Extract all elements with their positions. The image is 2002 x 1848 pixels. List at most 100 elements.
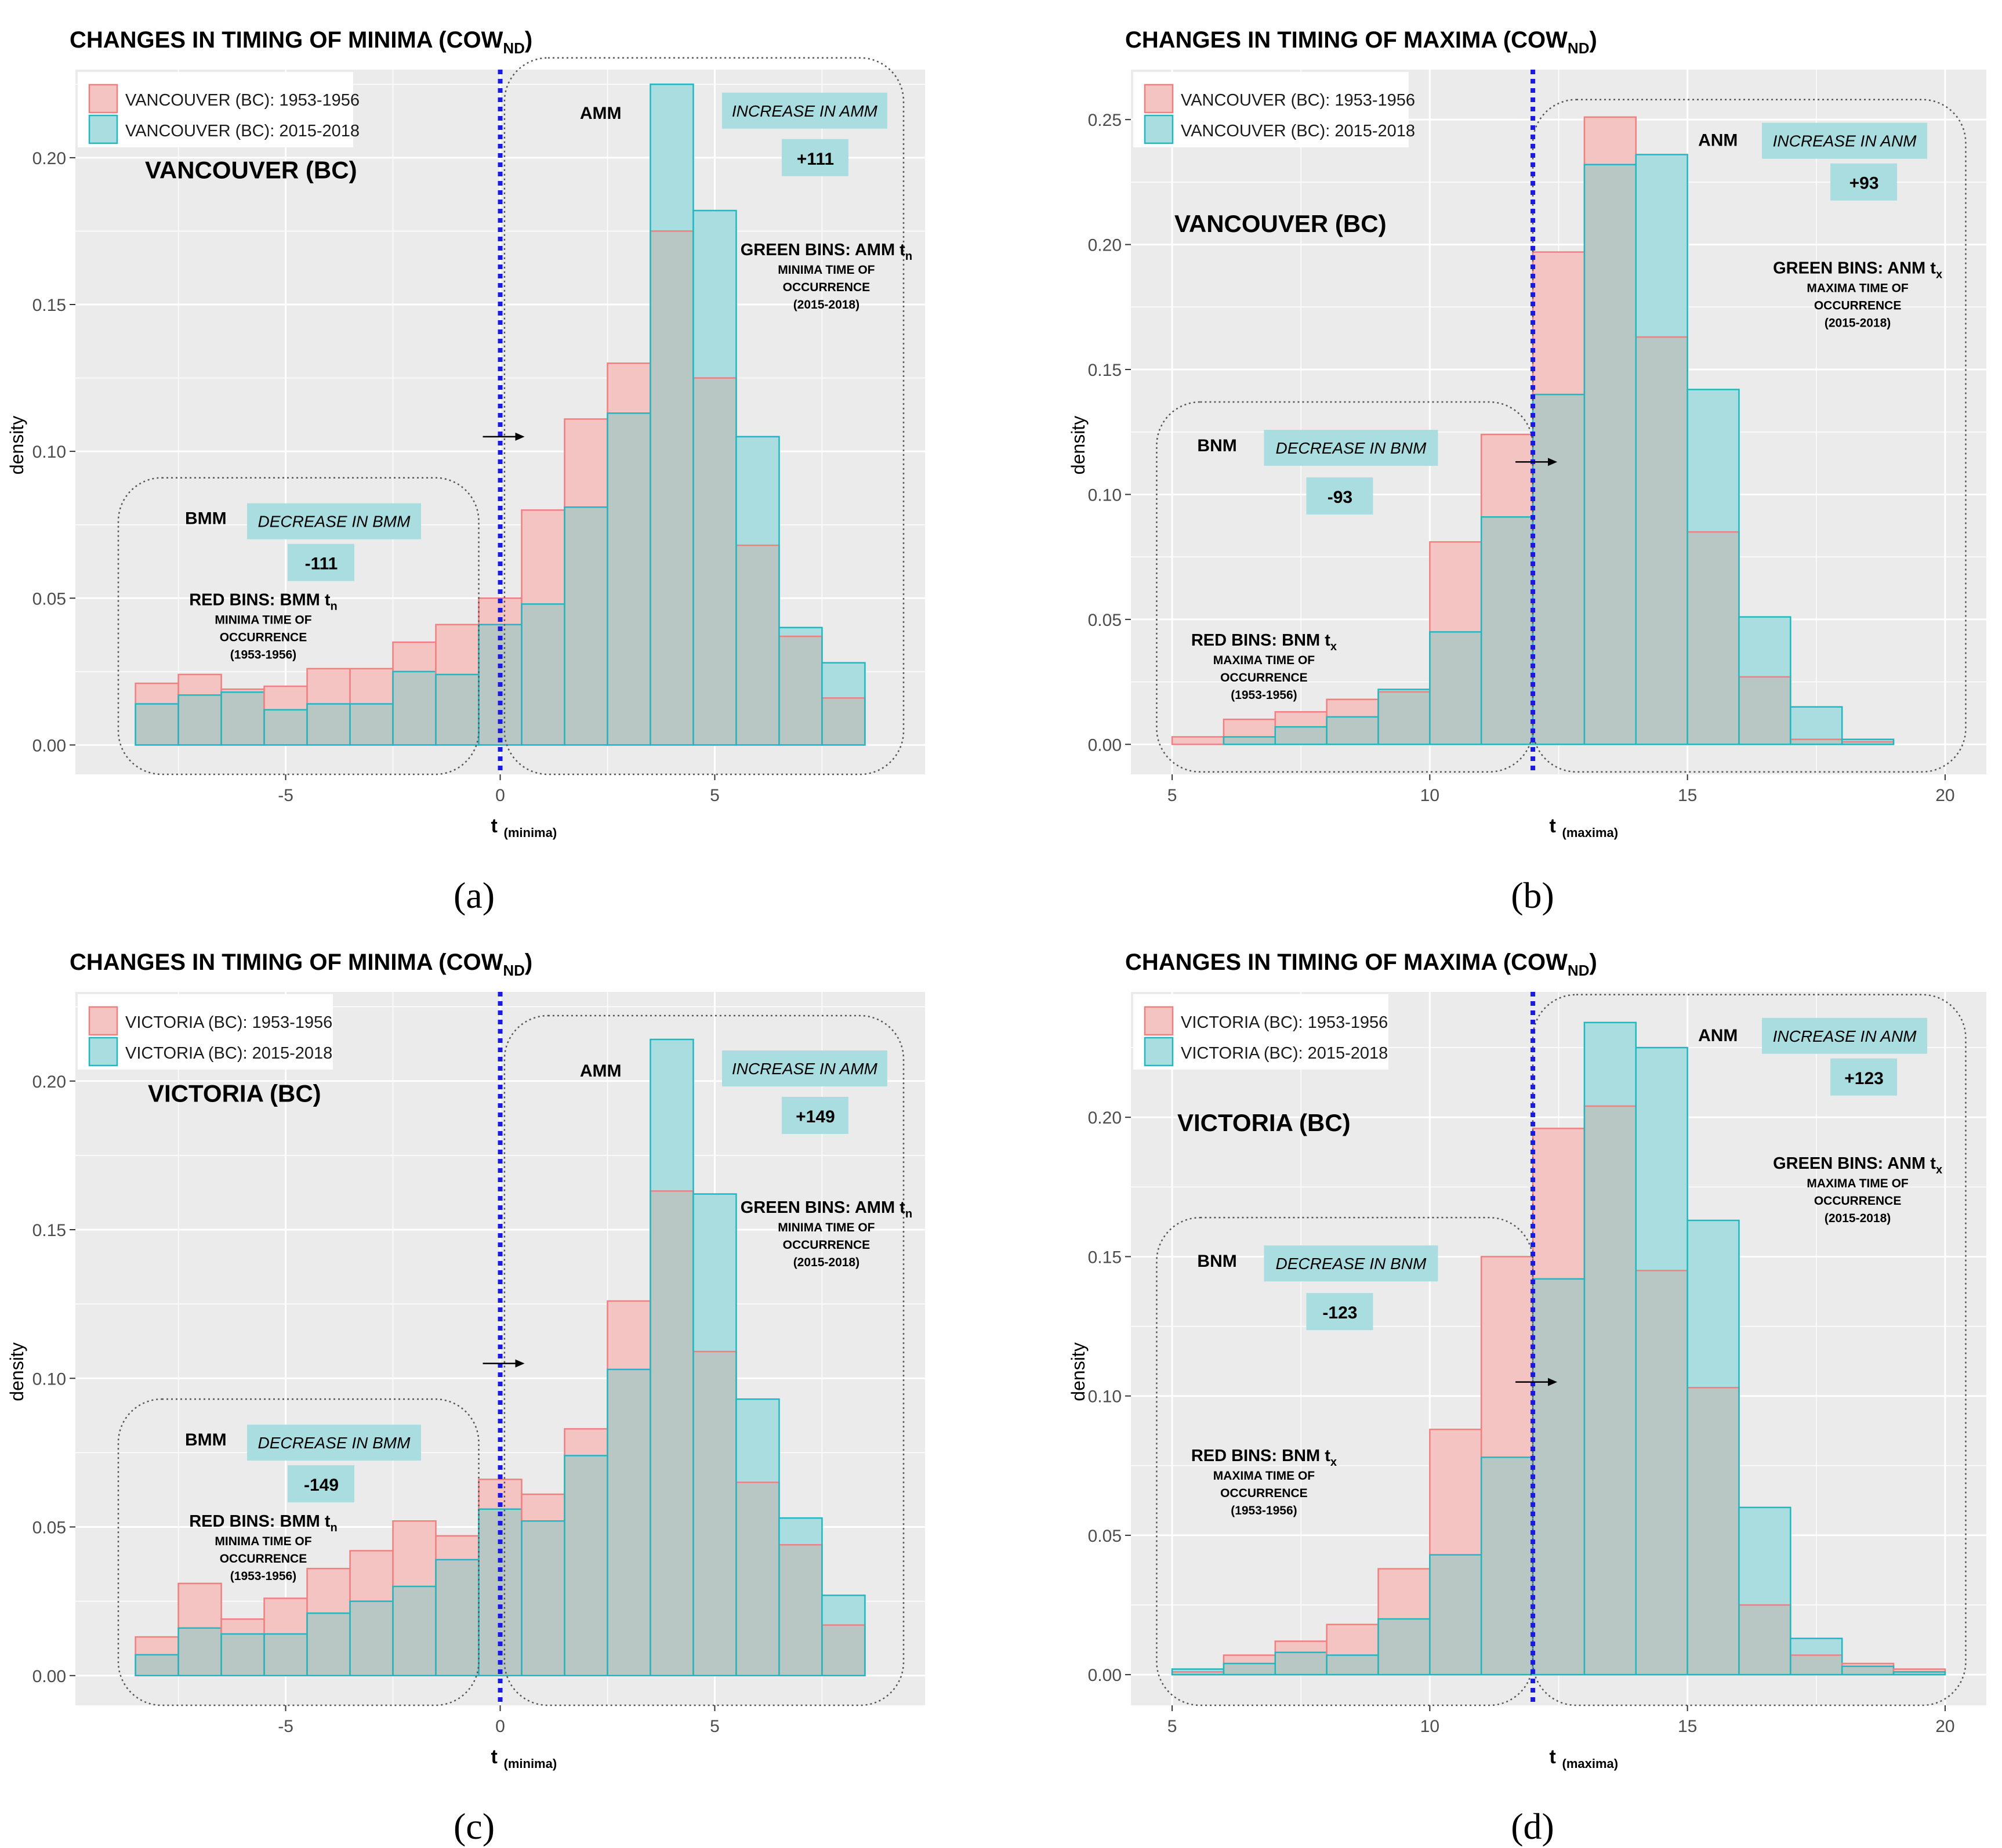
y-tick-label: 0.15 [1088, 361, 1122, 380]
right-dotted-box [1532, 994, 1967, 1706]
y-tick-label: 0.00 [1088, 1666, 1122, 1685]
bins-caption-subscript: n [331, 1521, 338, 1534]
panel-a: CHANGES IN TIMING OF MINIMA (COWND)0.000… [6, 27, 925, 916]
y-tick-label: 0.15 [1088, 1248, 1122, 1267]
change-label: DECREASE IN BMM [258, 513, 411, 531]
panel-label: (d) [1511, 1806, 1554, 1847]
bar-overlap [521, 1521, 565, 1676]
bar-overlap [521, 604, 565, 745]
y-tick-label: 0.20 [1088, 236, 1122, 255]
x-tick-label: 5 [710, 1717, 720, 1736]
bar-cyan-excess [693, 1194, 737, 1352]
bins-caption: RED BINS: BNM tx [1191, 631, 1337, 653]
bar-cyan-excess [1687, 389, 1739, 532]
bar-overlap [607, 1369, 651, 1676]
bar-cyan-excess [693, 211, 737, 378]
bar-overlap [1584, 164, 1636, 745]
change-label: DECREASE IN BMM [258, 1434, 411, 1452]
legend-label: VANCOUVER (BC): 1953-1956 [125, 91, 360, 110]
change-label: INCREASE IN AMM [732, 102, 878, 120]
bar-overlap [736, 1482, 779, 1676]
x-axis-label-subscript: (minima) [504, 1756, 557, 1771]
shift-arrow-head [515, 1359, 525, 1368]
change-label: DECREASE IN BNM [1276, 1255, 1427, 1273]
bar-red-excess [436, 1535, 479, 1560]
bar-overlap [1533, 394, 1584, 745]
bins-caption-main: GREEN BINS: ANM t [1773, 1154, 1936, 1173]
bar-overlap [221, 692, 264, 745]
left-dotted-box [1156, 1216, 1534, 1706]
change-value: +93 [1849, 174, 1879, 193]
bins-description: OCCURRENCE [783, 1238, 871, 1252]
bar-red-excess [350, 668, 393, 704]
y-tick-label: 0.05 [1088, 611, 1122, 630]
change-value: +111 [797, 150, 834, 169]
change-value: -93 [1328, 488, 1352, 507]
legend: VICTORIA (BC): 1953-1956 VICTORIA (BC): 2… [78, 994, 333, 1070]
legend-key-red [88, 84, 118, 114]
station-label: VICTORIA (BC) [148, 1080, 321, 1107]
station-label: VICTORIA (BC) [1177, 1109, 1351, 1136]
bins-caption-main: RED BINS: BNM t [1191, 631, 1330, 650]
bar-overlap [178, 1628, 222, 1676]
change-label: DECREASE IN BNM [1276, 439, 1427, 457]
bar-red-excess [135, 683, 179, 704]
station-label: VANCOUVER (BC) [145, 156, 357, 183]
bar-red-excess [1533, 1128, 1584, 1279]
right-box-annotation: AMM INCREASE IN AMM +149 GREEN BINS: AMM tn… [580, 1050, 912, 1269]
legend-key-cyan [1144, 114, 1174, 144]
bins-caption-main: RED BINS: BNM t [1191, 1447, 1330, 1465]
change-value: -111 [305, 555, 338, 574]
bins-description: MAXIMA TIME OF [1213, 1469, 1315, 1483]
bar-red-excess [1430, 542, 1482, 632]
bar-overlap [1533, 1278, 1584, 1675]
y-tick-label: 0.05 [32, 1519, 66, 1538]
legend-key-cyan [88, 114, 118, 144]
bar-red-excess [1842, 1663, 1894, 1666]
change-label: INCREASE IN ANM [1773, 1027, 1917, 1045]
bar-red-excess [221, 1619, 264, 1634]
bar-overlap [264, 709, 307, 745]
change-label-box [1264, 1245, 1438, 1282]
bins-description: MAXIMA TIME OF [1807, 282, 1909, 295]
change-value-box [1830, 1058, 1898, 1096]
bar-overlap [650, 1191, 694, 1676]
bar-red-excess [350, 1550, 393, 1601]
bins-description: (1953-1956) [1231, 1504, 1297, 1517]
axes: 0.00 0.05 0.10 0.15 0.20 -5 0 5 t (minima) density [6, 1072, 720, 1771]
bins-caption-main: RED BINS: BMM t [189, 1512, 331, 1531]
bar-overlap [1223, 737, 1275, 745]
y-tick-label: 0.05 [32, 589, 66, 608]
chart-title-main: CHANGES IN TIMING OF MAXIMA (COW [1125, 950, 1568, 975]
y-tick-label: 0.20 [1088, 1108, 1122, 1128]
bar-cyan-outline [735, 436, 780, 746]
chart-title-main: CHANGES IN TIMING OF MAXIMA (COW [1125, 27, 1568, 53]
legend: VICTORIA (BC): 1953-1956 VICTORIA (BC): 2… [1133, 994, 1388, 1070]
bins-description: OCCURRENCE [1814, 299, 1902, 313]
chart-title: CHANGES IN TIMING OF MINIMA (COWND) [70, 27, 532, 57]
bar-red-excess [1584, 117, 1636, 165]
bar-red-excess [607, 363, 651, 414]
legend-background [78, 994, 333, 1070]
bar-red-excess [1172, 737, 1224, 745]
chart-title-close: ) [525, 27, 532, 53]
right-dotted-box [503, 57, 905, 776]
bars [1171, 116, 1895, 745]
bar-red-excess [436, 624, 479, 675]
bar-overlap [1687, 532, 1739, 745]
x-axis-label-subscript: (minima) [504, 825, 557, 840]
bar-cyan-outline [1687, 1219, 1740, 1676]
legend-key-red [1144, 1006, 1174, 1036]
change-value-box [1306, 477, 1373, 515]
bar-red-excess [564, 419, 608, 508]
change-label-box [721, 92, 887, 129]
bar-overlap [307, 704, 350, 745]
shift-arrow-head [515, 432, 525, 441]
bar-overlap [1790, 1655, 1843, 1675]
bins-caption-main: GREEN BINS: AMM t [741, 1198, 905, 1217]
x-tick-label: 5 [1167, 1717, 1177, 1736]
x-tick-label: 10 [1420, 786, 1439, 805]
bins-description: OCCURRENCE [783, 281, 871, 294]
chart-title-close: ) [1589, 27, 1597, 53]
